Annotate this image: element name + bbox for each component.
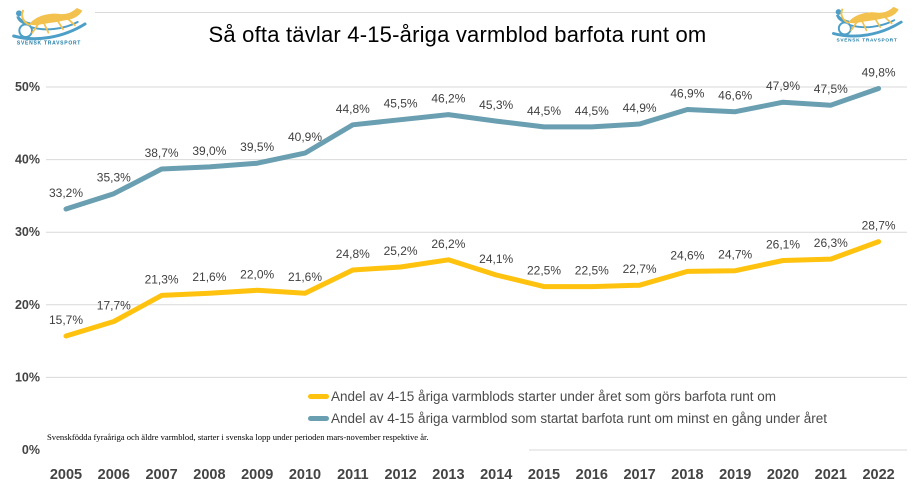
x-axis-year-label: 2012 xyxy=(384,467,416,483)
data-label: 21,3% xyxy=(145,272,179,286)
y-axis-tick-label: 20% xyxy=(15,298,40,312)
data-label: 45,5% xyxy=(384,97,418,111)
y-axis-tick-label: 10% xyxy=(15,370,40,384)
y-axis-tick-label: 30% xyxy=(15,225,40,239)
data-label: 44,5% xyxy=(575,104,609,118)
data-label: 22,0% xyxy=(240,267,274,281)
x-axis-year-label: 2014 xyxy=(480,467,512,483)
chart-title: Så ofta tävlar 4-15-åriga varmblod barfo… xyxy=(208,22,707,47)
data-label: 21,6% xyxy=(288,270,322,284)
x-axis-year-label: 2008 xyxy=(193,467,225,483)
data-label: 39,0% xyxy=(192,144,226,158)
legend-item-barefoot-horses: Andel av 4-15 åriga varmblod som startat… xyxy=(308,407,827,429)
data-label: 49,8% xyxy=(862,65,896,79)
x-axis-year-label: 2005 xyxy=(50,467,82,483)
x-axis-year-label: 2016 xyxy=(576,467,608,483)
x-axis-year-label: 2013 xyxy=(432,467,464,483)
data-label: 24,7% xyxy=(718,248,752,262)
chart-legend: Andel av 4-15 åriga varmblods starter un… xyxy=(308,385,827,429)
x-axis-year-label: 2017 xyxy=(623,467,655,483)
data-label: 40,9% xyxy=(288,130,322,144)
data-label: 21,6% xyxy=(192,270,226,284)
logo-wordmark: SVENSK TRAVSPORT xyxy=(17,41,81,47)
series-line-0 xyxy=(63,239,882,339)
x-axis-year-label: 2009 xyxy=(241,467,273,483)
x-axis-year-label: 2018 xyxy=(671,467,703,483)
legend-swatch-blue xyxy=(308,415,329,421)
data-label: 35,3% xyxy=(97,171,131,185)
data-label: 22,5% xyxy=(575,264,609,278)
series-line-1 xyxy=(63,86,882,212)
data-label: 44,5% xyxy=(527,104,561,118)
y-axis-tick-label: 0% xyxy=(22,443,40,457)
data-label: 38,7% xyxy=(145,146,179,160)
data-label: 46,6% xyxy=(718,89,752,103)
data-label: 26,2% xyxy=(431,237,465,251)
data-label: 17,7% xyxy=(97,298,131,312)
data-label: 26,3% xyxy=(814,236,848,250)
data-label: 39,5% xyxy=(240,140,274,154)
data-label: 46,9% xyxy=(670,87,704,101)
x-axis-year-label: 2011 xyxy=(337,467,368,483)
data-label: 28,7% xyxy=(862,219,896,233)
data-label: 47,9% xyxy=(766,79,800,93)
data-label: 46,2% xyxy=(431,92,465,106)
legend-label: Andel av 4-15 åriga varmblod som startat… xyxy=(331,410,828,426)
footnote: Svenskfödda fyraåriga och äldre varmblod… xyxy=(45,426,529,458)
data-label: 44,9% xyxy=(623,101,657,115)
legend-item-barefoot-starts: Andel av 4-15 åriga varmblods starter un… xyxy=(308,385,827,407)
data-label: 24,1% xyxy=(479,252,513,266)
data-label: 22,5% xyxy=(527,264,561,278)
data-label: 24,8% xyxy=(336,247,370,261)
data-label: 33,2% xyxy=(49,186,83,200)
data-label: 45,3% xyxy=(479,98,513,112)
data-label: 22,7% xyxy=(623,262,657,276)
x-axis-year-label: 2019 xyxy=(719,467,751,483)
data-label: 44,8% xyxy=(336,102,370,116)
x-axis-year-label: 2021 xyxy=(815,467,847,483)
data-label: 26,1% xyxy=(766,238,800,252)
data-label: 24,6% xyxy=(670,248,704,262)
y-axis-tick-label: 40% xyxy=(15,153,40,167)
svensk-travsport-logo-left: SVENSK TRAVSPORT xyxy=(12,6,87,47)
svensk-travsport-logo-right: SVENSK TRAVSPORT xyxy=(832,5,903,44)
data-label: 15,7% xyxy=(49,313,83,327)
x-axis-year-label: 2022 xyxy=(862,467,894,483)
logo-wordmark: SVENSK TRAVSPORT xyxy=(837,38,898,44)
x-axis-year-label: 2007 xyxy=(145,467,177,483)
legend-label: Andel av 4-15 åriga varmblods starter un… xyxy=(331,388,776,404)
legend-swatch-yellow xyxy=(308,393,329,399)
x-axis-year-label: 2020 xyxy=(767,467,799,483)
data-label: 25,2% xyxy=(384,244,418,258)
top-divider-line xyxy=(95,12,868,13)
y-axis-tick-label: 50% xyxy=(15,80,40,94)
x-axis-year-label: 2010 xyxy=(289,467,321,483)
x-axis-year-label: 2006 xyxy=(98,467,130,483)
data-label: 47,5% xyxy=(814,82,848,96)
x-axis-year-label: 2015 xyxy=(528,467,560,483)
